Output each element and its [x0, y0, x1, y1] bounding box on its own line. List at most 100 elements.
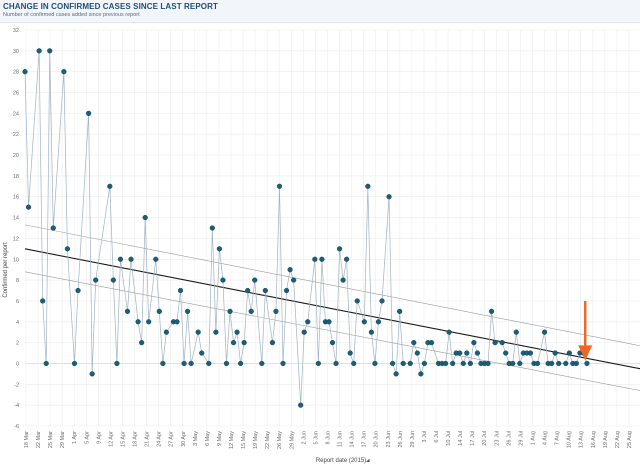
- data-point: [340, 277, 346, 283]
- data-point: [153, 256, 159, 262]
- data-point: [527, 350, 534, 356]
- data-point: [464, 350, 470, 356]
- data-point: [488, 308, 495, 314]
- data-point: [411, 340, 417, 346]
- y-tick-label: 4: [16, 320, 19, 326]
- data-point: [584, 360, 590, 367]
- data-point: [269, 340, 276, 346]
- x-tick-label: 27 Apr: [169, 431, 175, 447]
- x-tick-label: 20 Jul: [482, 431, 488, 446]
- x-tick-label: 15 Apr: [120, 431, 126, 447]
- data-point: [400, 360, 406, 367]
- data-point: [492, 340, 498, 346]
- data-point: [114, 360, 120, 367]
- data-point: [414, 350, 420, 356]
- data-point: [71, 360, 78, 367]
- data-point: [174, 319, 180, 325]
- data-point: [333, 360, 339, 367]
- data-point: [252, 277, 258, 283]
- pin-icon[interactable]: [366, 459, 370, 462]
- x-tick-label: 4 Aug: [543, 431, 549, 445]
- y-tick-label: 20: [13, 153, 19, 159]
- y-tick-label: 0: [16, 361, 19, 367]
- data-point: [184, 308, 191, 314]
- data-point: [305, 319, 311, 325]
- data-point: [503, 350, 509, 356]
- x-tick-label: 22 Aug: [615, 431, 621, 448]
- data-point: [283, 287, 290, 294]
- x-tick-label: 19 Aug: [603, 431, 609, 448]
- data-point: [301, 329, 307, 335]
- data-point: [443, 360, 449, 367]
- data-point: [135, 319, 141, 325]
- data-point: [312, 256, 318, 262]
- data-series: [22, 48, 590, 408]
- data-point: [418, 371, 424, 377]
- data-point: [227, 308, 233, 314]
- data-point: [517, 360, 523, 367]
- series-line: [24, 50, 588, 406]
- x-tick-label: 16 Aug: [591, 431, 597, 448]
- x-tick-label: 10 Aug: [567, 431, 573, 448]
- data-point: [280, 360, 286, 367]
- data-point: [393, 371, 399, 377]
- data-point: [216, 246, 222, 252]
- data-point: [351, 360, 357, 367]
- data-point: [181, 360, 187, 367]
- data-point: [230, 340, 237, 346]
- data-point: [245, 287, 251, 294]
- data-point: [107, 183, 113, 189]
- data-point: [86, 110, 92, 116]
- y-tick-label: 22: [13, 132, 19, 138]
- data-point: [220, 277, 226, 283]
- y-tick-label: 32: [13, 28, 19, 34]
- data-point: [474, 350, 481, 356]
- data-point: [513, 329, 519, 335]
- data-point: [259, 360, 265, 367]
- x-tick-label: 14 Jul: [458, 431, 464, 446]
- x-tick-label: 9 Apr: [96, 431, 102, 444]
- data-point: [50, 225, 56, 231]
- data-point: [128, 256, 134, 262]
- x-tick-label: 21 Apr: [145, 431, 151, 447]
- data-point: [209, 225, 215, 231]
- data-point: [365, 183, 371, 189]
- data-point: [177, 287, 184, 294]
- data-point: [471, 340, 477, 346]
- x-tick-label: 25 Mar: [48, 431, 54, 448]
- trend-regression-line: [24, 248, 640, 370]
- chart-header: CHANGE IN CONFIRMED CASES SINCE LAST REP…: [0, 0, 640, 23]
- data-point: [389, 360, 396, 367]
- data-point: [397, 308, 403, 314]
- y-tick-label: 24: [13, 111, 19, 117]
- x-tick-label: 15 May: [241, 431, 247, 449]
- x-tick-label: 12 May: [229, 431, 235, 449]
- data-point: [549, 360, 555, 367]
- data-point: [238, 360, 244, 367]
- x-tick-label: 23 Jul: [494, 431, 500, 446]
- y-tick-label: 28: [13, 70, 19, 76]
- data-point: [156, 308, 162, 314]
- x-tick-label: 2 Jun: [301, 431, 307, 444]
- y-tick-label: -4: [14, 403, 19, 409]
- data-point: [315, 360, 321, 367]
- confidence-band: [24, 224, 640, 391]
- data-point: [276, 183, 283, 189]
- ci-lower-line: [24, 271, 640, 391]
- data-point: [146, 319, 152, 325]
- arrow-shaft: [584, 300, 587, 347]
- x-tick-label: 3 May: [193, 431, 199, 446]
- data-point: [379, 298, 385, 304]
- data-point: [262, 287, 268, 294]
- data-point: [142, 214, 148, 221]
- data-point: [139, 340, 145, 346]
- data-point: [206, 360, 212, 367]
- data-point: [287, 267, 293, 273]
- x-tick-label: 8 Jun: [325, 431, 331, 444]
- data-point: [457, 350, 463, 356]
- x-axis: 18 Mar 22 Mar 25 Mar 29 Mar 1 Apr 5 Apr 9 Apr 1…: [24, 431, 633, 449]
- x-tick-label: 1 Aug: [530, 431, 536, 445]
- chart-title: CHANGE IN CONFIRMED CASES SINCE LAST REP…: [3, 2, 218, 11]
- x-axis-label: Report date (2015): [316, 458, 366, 464]
- x-tick-label: 17 Jun: [362, 431, 368, 448]
